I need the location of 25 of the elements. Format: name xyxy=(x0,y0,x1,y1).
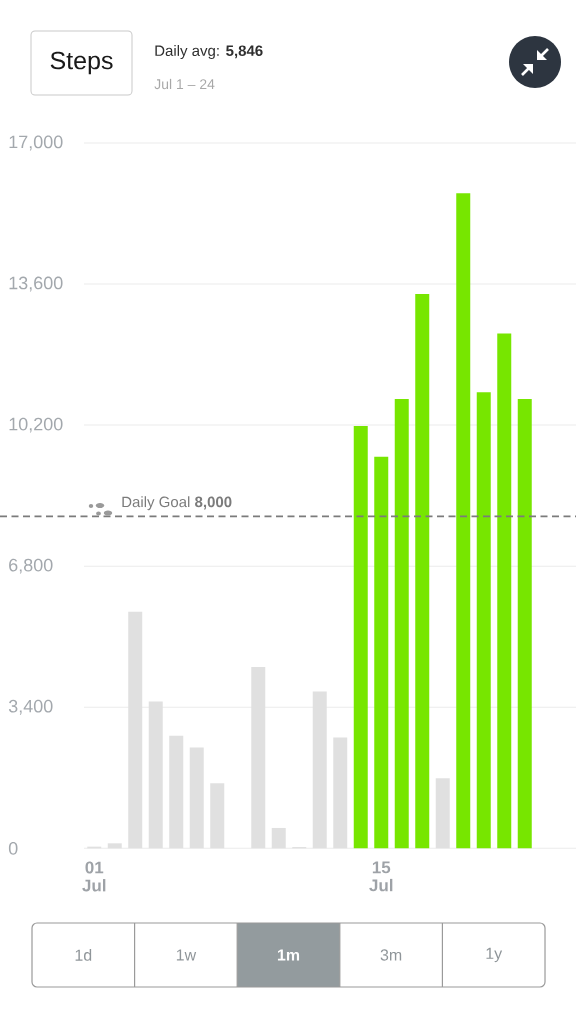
text: 1m xyxy=(277,949,300,961)
text: Jul 1 – 24 xyxy=(154,78,215,90)
chart-subtitle: Daily avg: 5,846 xyxy=(155,45,263,59)
bar xyxy=(497,333,512,849)
chart-title: Steps xyxy=(50,51,113,75)
bar xyxy=(353,425,368,849)
bar xyxy=(517,398,532,849)
ref-line-label: Daily Goal 8,000 xyxy=(122,496,232,511)
bar xyxy=(374,456,389,849)
y-tick-label: 3,400 xyxy=(8,699,53,715)
y-tick-label: 6,800 xyxy=(9,558,53,574)
bar xyxy=(415,294,430,849)
text: 3m xyxy=(380,949,402,961)
x-tick-label: 01 Jul xyxy=(82,861,106,892)
text: 1d xyxy=(75,949,92,961)
bar xyxy=(456,193,471,849)
y-tick-label: 0 xyxy=(8,841,18,855)
x-tick-label: 15 Jul xyxy=(369,861,393,892)
y-tick-label: 10,200 xyxy=(9,417,63,433)
bar xyxy=(476,392,491,849)
text: 1y xyxy=(486,947,503,963)
bar xyxy=(394,398,409,849)
text: 1w xyxy=(176,949,197,961)
y-tick-label: 17,000 xyxy=(9,135,63,151)
y-tick-label: 13,600 xyxy=(9,276,63,292)
